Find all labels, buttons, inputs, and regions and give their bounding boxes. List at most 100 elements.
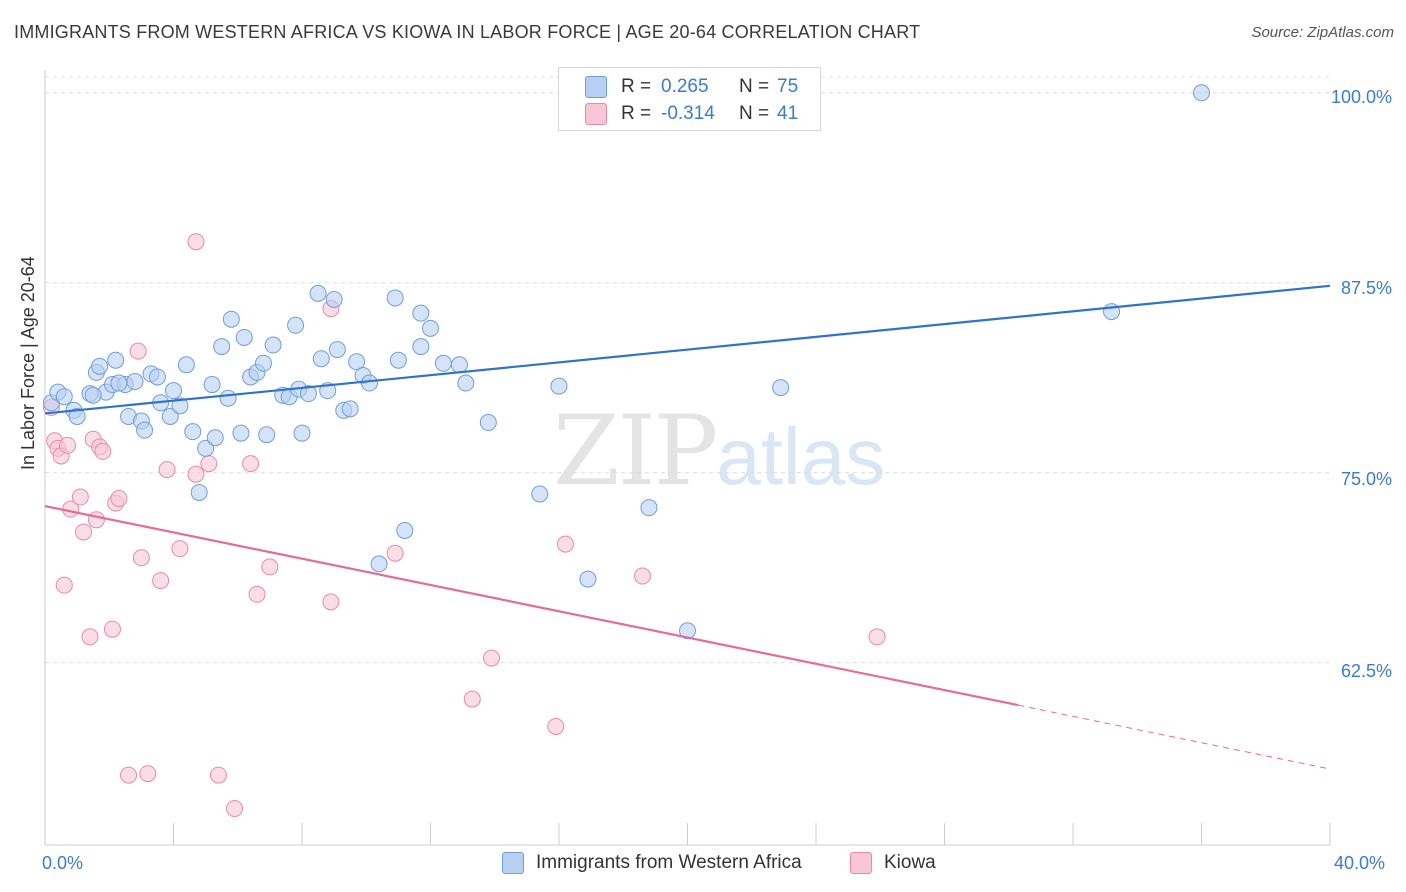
western-africa-point xyxy=(213,338,231,356)
western-africa-point xyxy=(254,354,272,372)
western-africa-point xyxy=(325,290,343,308)
kiowa-point xyxy=(94,442,112,460)
western-africa-point xyxy=(309,284,327,302)
y-tick-label: 87.5% xyxy=(1340,278,1392,298)
legend-r-label: R = xyxy=(621,103,652,124)
western-africa-point xyxy=(126,373,144,391)
legend-swatch-pink xyxy=(850,852,872,874)
legend-n-label: N = xyxy=(739,103,770,124)
x-tick-label-max: 40.0% xyxy=(1334,853,1386,873)
western-africa-point xyxy=(148,368,166,386)
western-africa-point xyxy=(84,386,102,404)
kiowa-point xyxy=(81,628,99,646)
kiowa-point xyxy=(547,717,565,735)
y-tick-label: 62.5% xyxy=(1340,661,1392,681)
legend-n-value: 41 xyxy=(777,103,799,124)
correlation-legend: R = 0.265 N = 75 R = -0.314 N = 41 xyxy=(558,67,821,131)
series-name: Kiowa xyxy=(884,852,936,873)
western-africa-point xyxy=(328,341,346,359)
western-africa-point xyxy=(110,374,128,392)
western-africa-point xyxy=(450,356,468,374)
western-africa-point xyxy=(177,356,195,374)
series-legend-western-africa: Immigrants from Western Africa xyxy=(502,852,802,874)
western-africa-point xyxy=(479,414,497,432)
western-africa-point xyxy=(232,424,250,442)
kiowa-trendline xyxy=(44,505,1019,707)
source-label: Source: ZipAtlas.com xyxy=(1251,24,1394,41)
western-africa-point xyxy=(293,424,311,442)
legend-swatch-blue xyxy=(502,852,524,874)
western-africa-point xyxy=(107,351,125,369)
western-africa-point xyxy=(197,439,215,457)
western-africa-point xyxy=(190,483,208,501)
legend-swatch-blue xyxy=(585,76,607,98)
kiowa-point xyxy=(132,549,150,567)
western-africa-point xyxy=(299,385,317,403)
kiowa-point xyxy=(75,523,93,541)
kiowa-trendline-extension xyxy=(1018,704,1331,770)
watermark: ZIPatlas xyxy=(553,395,885,507)
kiowa-point xyxy=(386,544,404,562)
kiowa-point xyxy=(58,436,76,454)
western-africa-point xyxy=(171,397,189,415)
kiowa-point xyxy=(242,455,260,473)
western-africa-point xyxy=(550,377,568,395)
western-africa-point xyxy=(258,426,276,444)
watermark-sub: atlas xyxy=(716,412,886,501)
western-africa-point xyxy=(434,354,452,372)
western-africa-point xyxy=(136,421,154,439)
kiowa-point xyxy=(868,628,886,646)
grid-lines xyxy=(45,76,1330,664)
western-africa-point xyxy=(386,289,404,307)
y-tick-label: 100.0% xyxy=(1330,87,1392,107)
legend-r-value: 0.265 xyxy=(661,76,709,97)
series-kiowa-points xyxy=(42,233,886,818)
western-africa-point xyxy=(219,389,237,407)
kiowa-point xyxy=(483,649,501,667)
western-africa-point xyxy=(91,357,109,375)
western-africa-trendline xyxy=(44,284,1331,415)
kiowa-point xyxy=(200,455,218,473)
kiowa-point xyxy=(187,233,205,251)
x-tick-label-min: 0.0% xyxy=(42,853,84,873)
western-africa-point xyxy=(531,485,549,503)
western-africa-point xyxy=(312,350,330,368)
western-africa-point xyxy=(184,423,202,441)
kiowa-point xyxy=(129,342,147,360)
kiowa-point xyxy=(463,690,481,708)
western-africa-point xyxy=(422,319,439,337)
y-axis-label: In Labor Force | Age 20-64 xyxy=(18,256,38,470)
kiowa-point xyxy=(171,540,189,558)
series-legend-kiowa: Kiowa xyxy=(850,852,936,874)
legend-r-label: R = xyxy=(621,76,652,97)
western-africa-point xyxy=(68,407,86,425)
western-africa-point xyxy=(165,382,182,400)
kiowa-point xyxy=(226,800,244,818)
western-africa-point xyxy=(341,400,359,418)
western-africa-point xyxy=(360,374,378,392)
western-africa-point xyxy=(412,338,430,356)
western-africa-point xyxy=(772,379,790,397)
kiowa-point xyxy=(120,766,138,784)
kiowa-point xyxy=(87,511,105,529)
y-tick-label: 75.0% xyxy=(1340,469,1392,489)
western-africa-point xyxy=(203,376,221,394)
western-africa-point xyxy=(55,388,73,406)
western-africa-point xyxy=(370,555,388,573)
western-africa-point xyxy=(287,316,305,334)
legend-swatch-pink xyxy=(585,103,607,125)
kiowa-point xyxy=(322,593,340,611)
western-africa-point xyxy=(206,429,224,447)
kiowa-point xyxy=(110,490,128,508)
western-africa-point xyxy=(235,328,253,346)
legend-r-value: -0.314 xyxy=(661,103,715,124)
western-africa-point xyxy=(640,499,658,517)
kiowa-point xyxy=(71,488,89,506)
legend-row-western-africa: R = 0.265 N = 75 xyxy=(585,75,798,99)
western-africa-point xyxy=(412,304,430,322)
western-africa-point xyxy=(348,353,366,371)
kiowa-point xyxy=(187,465,205,483)
axes xyxy=(44,70,1331,846)
western-africa-point xyxy=(457,374,475,392)
